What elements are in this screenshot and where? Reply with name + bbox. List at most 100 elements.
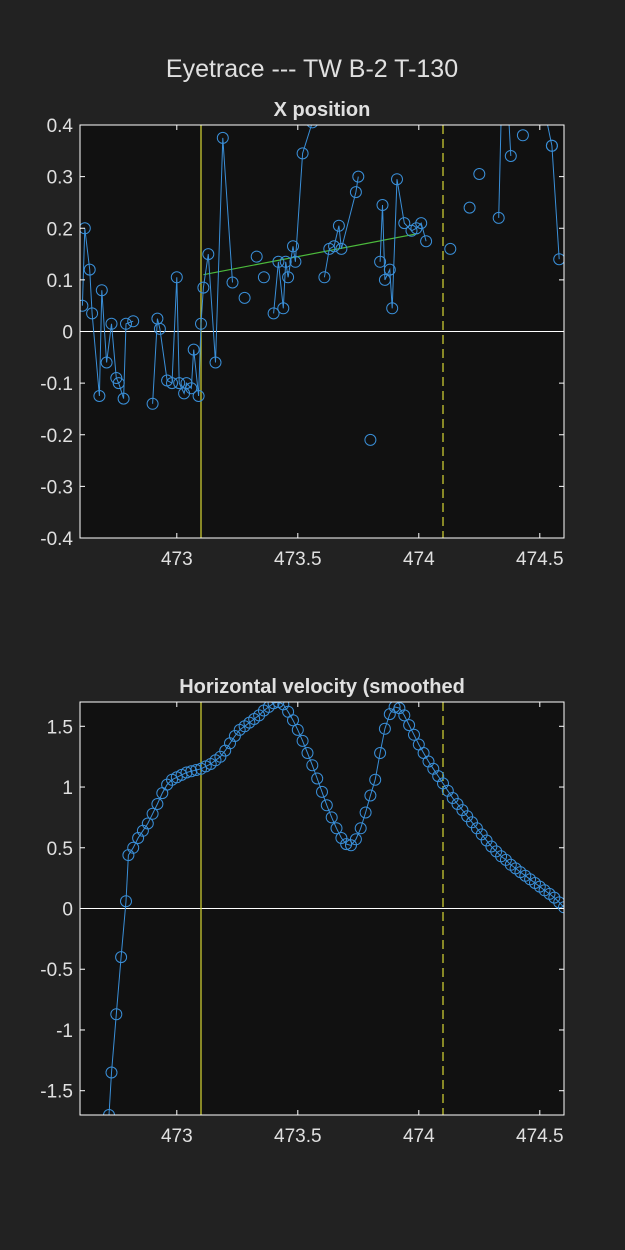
x-position-y-tick-label: 0 [62,323,73,344]
x-position-data-point [332,219,345,232]
x-position-data-point [352,170,365,183]
velocity-ticks: 473 473.5 474 474.5 -1.5 -1 -0.5 0 0.5 1 1.5 [40,702,564,1147]
x-position-series-line [379,179,427,309]
velocity-data-point [456,804,469,817]
velocity-data-point [475,828,488,841]
x-position-data-point [376,199,389,211]
velocity-data-point [364,789,377,802]
velocity-data-point [291,723,304,736]
x-position-x-tick-label: 473.5 [274,549,322,570]
velocity-data-point [340,838,353,851]
x-position-data-point [173,377,186,390]
velocity-y-tick-label: 1 [62,778,73,799]
x-position-data-point [192,390,205,402]
x-position-data-point [516,129,529,142]
velocity-data-point [480,834,493,847]
velocity-data-point [446,792,459,804]
x-position-data-point [306,125,318,129]
x-position-y-tick-label: 0.4 [47,116,74,137]
velocity-y-tick-label: 0.5 [47,839,73,860]
x-position-data-point [209,356,222,369]
x-position-data-point [272,255,285,268]
x-position-x-tick-label: 474.5 [516,549,564,570]
velocity-x-tick-label: 473 [161,1126,193,1147]
velocity-data-point [320,799,333,812]
x-position-data-point [420,235,433,248]
x-position-data-point [202,248,215,261]
velocity-plot-area [80,702,564,1115]
velocity-y-tick-label: -0.5 [40,960,73,981]
velocity-data-point [558,901,564,914]
velocity-data-point [485,840,498,853]
x-position-data-point [398,217,411,230]
x-position-series-line [498,125,512,218]
velocity-data-point [214,750,227,763]
x-position-data-layer [80,125,564,538]
x-position-fit-line [203,232,419,276]
velocity-data-point [146,807,159,820]
x-position-data-point [277,302,290,315]
x-position-data-point [187,343,200,356]
x-position-data-point [112,377,125,390]
x-position-data-point [289,255,302,268]
velocity-data-point [127,841,140,854]
x-position-y-tick-label: -0.2 [40,426,73,447]
x-position-data-point [95,284,108,297]
x-position-data-point [349,186,362,199]
velocity-data-point [110,1008,123,1021]
x-position-data-point [117,392,130,405]
velocity-y-tick-label: 0 [62,900,73,921]
x-position-panel: X position 473 473.5 474 474.5 -0.4 -0.3 -0.2 -… [40,99,565,570]
velocity-data-point [296,734,309,747]
velocity-data-point [115,951,128,964]
velocity-data-point [451,798,464,810]
velocity-data-point [301,747,314,759]
x-position-y-tick-label: 0.3 [47,168,73,189]
velocity-data-point [408,728,420,741]
x-position-data-point [383,263,396,276]
x-position-data-point [195,317,207,330]
velocity-data-point [466,816,478,829]
x-position-panel-title: X position [274,99,371,121]
velocity-data-point [330,822,343,835]
x-position-data-point [238,291,251,304]
x-position-data-point [83,263,96,276]
velocity-data-point [374,747,387,759]
velocity-y-tick-label: 1.5 [47,717,73,738]
velocity-data-point [306,759,319,772]
x-position-data-point [80,222,91,235]
x-position-series-line [81,228,134,399]
x-position-data-point [553,253,564,266]
x-position-y-tick-label: 0.2 [47,219,73,240]
x-position-y-tick-label: -0.4 [40,529,73,550]
horizontal-velocity-panel: Horizontal velocity (smoothed 473 473.5 47… [40,676,565,1147]
x-position-data-point [185,382,198,395]
velocity-x-tick-label: 473.5 [274,1126,322,1147]
x-position-data-point [146,397,159,410]
velocity-data-point [316,785,328,798]
velocity-data-point [349,833,362,846]
x-position-data-point [80,299,89,312]
x-position-data-point [166,377,178,390]
x-position-data-point [378,273,391,286]
x-position-series-line [547,125,560,260]
x-position-data-point [105,317,118,330]
velocity-data-point [103,1109,115,1115]
velocity-data-point [398,709,411,722]
x-position-data-point [250,250,263,263]
velocity-x-tick-label: 474 [403,1126,435,1147]
x-position-data-point [386,302,399,315]
velocity-data-point [262,702,275,713]
velocity-data-point [311,772,324,785]
x-position-data-point [120,317,132,330]
x-position-data-point [153,322,166,335]
x-position-data-point [328,240,341,253]
x-position-data-point [364,433,377,446]
velocity-data-point [403,719,416,732]
x-position-y-tick-label: 0.1 [47,271,73,292]
velocity-y-tick-label: -1 [56,1021,73,1042]
x-position-series-line [273,125,313,314]
velocity-data-point [378,722,391,735]
velocity-data-point [461,810,474,823]
